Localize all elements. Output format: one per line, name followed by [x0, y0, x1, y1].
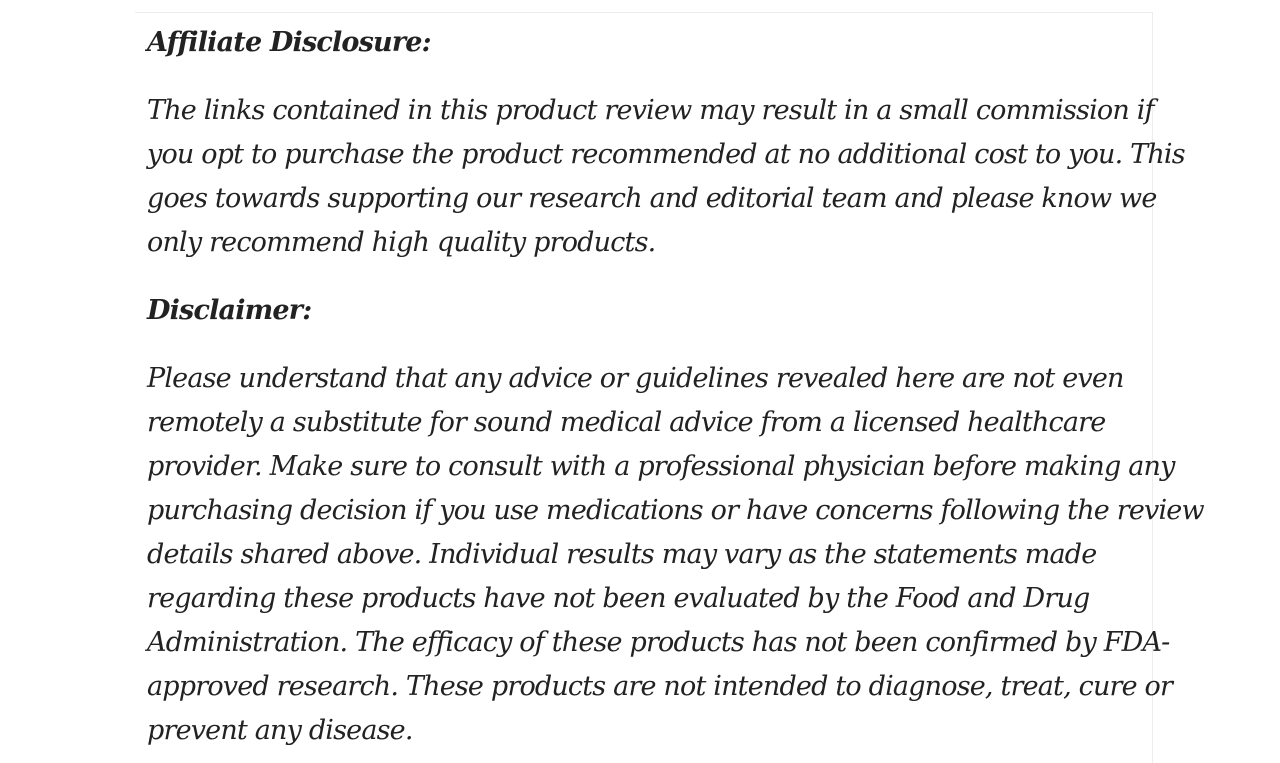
text-line: purchasing decision if you use medicatio… — [147, 495, 1205, 526]
affiliate-disclosure-paragraph: The links contained in this product revi… — [147, 89, 1186, 265]
article-content: Affiliate Disclosure: The links containe… — [147, 21, 1205, 753]
text-line: goes towards supporting our research and… — [147, 183, 1157, 214]
text-line: The links contained in this product revi… — [147, 95, 1155, 126]
affiliate-disclosure-heading: Affiliate Disclosure: — [147, 27, 432, 58]
disclaimer-heading: Disclaimer: — [147, 295, 312, 326]
text-line: prevent any disease. — [147, 715, 413, 746]
text-line: details shared above. Individual results… — [147, 539, 1097, 570]
text-line: only recommend high quality products. — [147, 227, 656, 258]
text-line: you opt to purchase the product recommen… — [147, 139, 1186, 170]
text-line: Administration. The efficacy of these pr… — [147, 627, 1170, 658]
text-line: regarding these products have not been e… — [147, 583, 1090, 614]
content-panel: Affiliate Disclosure: The links containe… — [135, 12, 1205, 763]
disclaimer-paragraph: Please understand that any advice or gui… — [147, 357, 1205, 753]
text-line: Please understand that any advice or gui… — [147, 363, 1124, 394]
text-line: approved research. These products are no… — [147, 671, 1173, 702]
text-line: remotely a substitute for sound medical … — [147, 407, 1106, 438]
text-line: provider. Make sure to consult with a pr… — [147, 451, 1175, 482]
